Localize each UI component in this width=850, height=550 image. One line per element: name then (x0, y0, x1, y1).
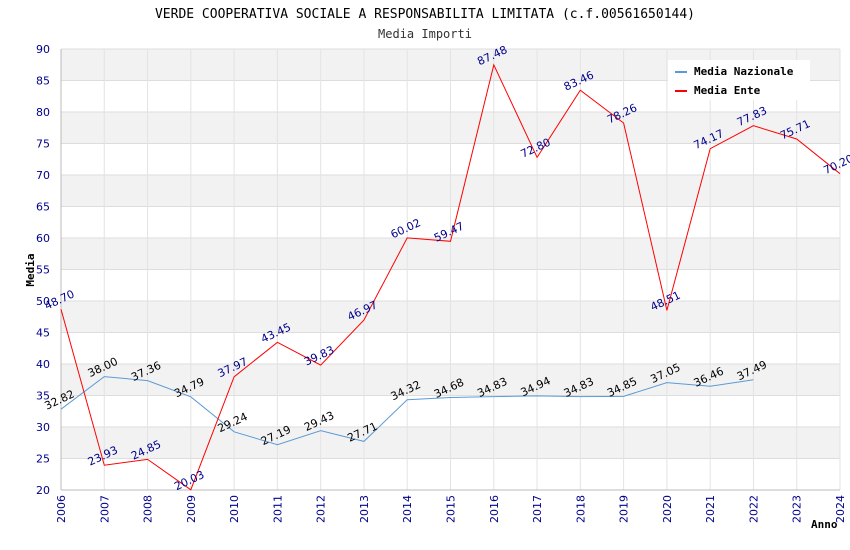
x-tick-label: 2008 (142, 495, 155, 523)
x-tick-label: 2022 (747, 495, 760, 523)
x-axis: 2006 2007 2008 2009 2010 2011 2012 2013 2014 2015… (55, 495, 847, 523)
y-tick-label: 55 (36, 264, 50, 277)
y-tick-label: 75 (36, 138, 50, 151)
y-tick-label: 80 (36, 106, 50, 119)
y-tick-label: 35 (36, 390, 50, 403)
y-axis: 20 25 30 35 40 45 50 55 60 65 70 75 80 85 90 (36, 43, 50, 497)
y-tick-label: 25 (36, 453, 50, 466)
series-line-media-ente (60, 63, 841, 491)
x-tick-label: 2023 (791, 495, 804, 523)
y-tick-label: 20 (36, 484, 50, 497)
x-tick-label: 2010 (228, 495, 241, 523)
y-axis-label: Media (24, 253, 37, 286)
y-tick-label: 50 (36, 295, 50, 308)
series-line-media-nazionale (60, 376, 754, 446)
chart-title: VERDE COOPERATIVA SOCIALE A RESPONSABILI… (155, 7, 695, 22)
x-tick-label: 2017 (531, 495, 544, 523)
x-tick-label: 2020 (661, 495, 674, 523)
legend: Media Nazionale Media Ente (668, 60, 810, 100)
legend-box (668, 60, 810, 100)
legend-label-media-nazionale: Media Nazionale (694, 65, 794, 78)
x-tick-label: 2009 (185, 495, 198, 523)
x-axis-label: Anno (811, 518, 838, 531)
x-tick-label: 2014 (401, 495, 414, 523)
y-tick-label: 85 (36, 75, 50, 88)
y-tick-label: 60 (36, 232, 50, 245)
y-tick-label: 90 (36, 43, 50, 56)
y-tick-label: 40 (36, 358, 50, 371)
x-tick-label: 2007 (98, 495, 111, 523)
x-tick-label: 2006 (55, 495, 68, 523)
x-tick-label: 2019 (618, 495, 631, 523)
x-tick-label: 2016 (488, 495, 501, 523)
y-tick-label: 45 (36, 327, 50, 340)
y-tick-label: 65 (36, 201, 50, 214)
y-tick-label: 70 (36, 169, 50, 182)
x-tick-label: 2021 (704, 495, 717, 523)
legend-label-media-ente: Media Ente (694, 84, 761, 97)
x-tick-label: 2011 (271, 495, 284, 523)
x-tick-label: 2015 (445, 495, 458, 523)
x-tick-label: 2012 (315, 495, 328, 523)
x-tick-label: 2018 (574, 495, 587, 523)
x-tick-label: 2024 (834, 495, 847, 523)
x-tick-label: 2013 (358, 495, 371, 523)
y-tick-label: 30 (36, 421, 50, 434)
chart-subtitle: Media Importi (378, 27, 472, 41)
